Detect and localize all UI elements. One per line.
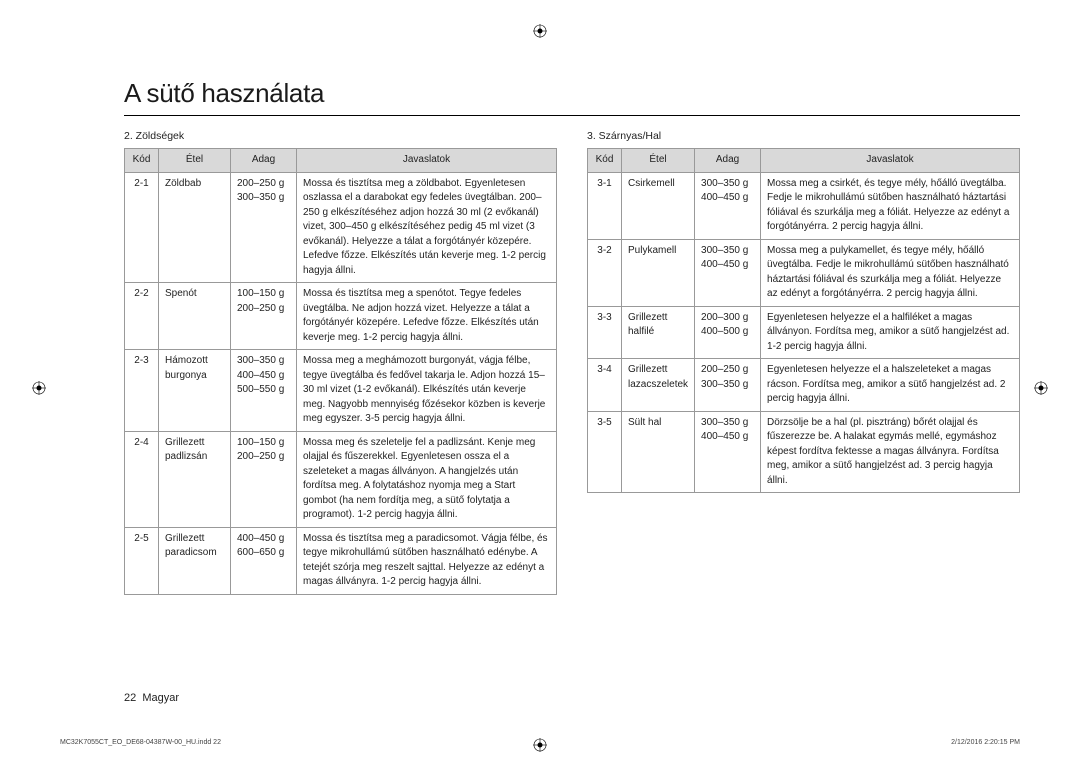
cell-etel: Zöldbab (159, 172, 231, 283)
cell-jav: Mossa meg a meghámozott burgonyát, vágja… (297, 350, 557, 432)
right-column: 3. Szárnyas/Hal Kód Étel Adag Javaslatok… (587, 130, 1020, 595)
cell-adag: 100–150 g 200–250 g (231, 431, 297, 527)
cell-kod: 2-2 (125, 283, 159, 350)
table-row: 2-4 Grillezett padlizsán 100–150 g 200–2… (125, 431, 557, 527)
cell-jav: Mossa meg a csirkét, és tegye mély, hőál… (761, 172, 1020, 239)
table-row: 2-3 Hámozott burgonya 300–350 g 400–450 … (125, 350, 557, 432)
footer: 22 Magyar (124, 692, 179, 704)
cell-adag: 400–450 g 600–650 g (231, 527, 297, 594)
col-jav: Javaslatok (761, 149, 1020, 173)
page-number: 22 (124, 692, 136, 704)
content-columns: 2. Zöldségek Kód Étel Adag Javaslatok 2-… (124, 130, 1020, 595)
table-header-row: Kód Étel Adag Javaslatok (125, 149, 557, 173)
cell-jav: Mossa és tisztítsa meg a paradicsomot. V… (297, 527, 557, 594)
table-row: 2-2 Spenót 100–150 g 200–250 g Mossa és … (125, 283, 557, 350)
cell-etel: Hámozott burgonya (159, 350, 231, 432)
cell-jav: Mossa és tisztítsa meg a zöldbabot. Egye… (297, 172, 557, 283)
cell-kod: 2-4 (125, 431, 159, 527)
col-adag: Adag (231, 149, 297, 173)
table-row: 3-1 Csirkemell 300–350 g 400–450 g Mossa… (588, 172, 1020, 239)
cell-adag: 300–350 g 400–450 g (695, 172, 761, 239)
col-kod: Kód (125, 149, 159, 173)
page-title: A sütő használata (124, 78, 1020, 109)
col-jav: Javaslatok (297, 149, 557, 173)
cell-etel: Grillezett halfilé (622, 306, 695, 359)
print-meta-right: 2/12/2016 2:20:15 PM (951, 739, 1020, 746)
table-row: 3-3 Grillezett halfilé 200–300 g 400–500… (588, 306, 1020, 359)
col-adag: Adag (695, 149, 761, 173)
cell-etel: Spenót (159, 283, 231, 350)
table-row: 3-4 Grillezett lazacszeletek 200–250 g 3… (588, 359, 1020, 412)
cell-etel: Grillezett paradicsom (159, 527, 231, 594)
col-etel: Étel (159, 149, 231, 173)
table-row: 2-1 Zöldbab 200–250 g 300–350 g Mossa és… (125, 172, 557, 283)
left-column: 2. Zöldségek Kód Étel Adag Javaslatok 2-… (124, 130, 557, 595)
registration-mark-icon (32, 381, 46, 395)
registration-mark-icon (533, 738, 547, 752)
col-etel: Étel (622, 149, 695, 173)
cell-kod: 2-5 (125, 527, 159, 594)
cell-adag: 200–300 g 400–500 g (695, 306, 761, 359)
cell-etel: Grillezett lazacszeletek (622, 359, 695, 412)
cell-jav: Egyenletesen helyezze el a halfiléket a … (761, 306, 1020, 359)
cell-etel: Pulykamell (622, 239, 695, 306)
cell-adag: 200–250 g 300–350 g (231, 172, 297, 283)
cell-kod: 3-3 (588, 306, 622, 359)
right-subheading: 3. Szárnyas/Hal (587, 130, 1020, 142)
cell-adag: 300–350 g 400–450 g 500–550 g (231, 350, 297, 432)
cell-etel: Csirkemell (622, 172, 695, 239)
cell-kod: 2-1 (125, 172, 159, 283)
cell-etel: Sült hal (622, 411, 695, 493)
cell-kod: 2-3 (125, 350, 159, 432)
cell-adag: 300–350 g 400–450 g (695, 411, 761, 493)
cell-jav: Mossa és tisztítsa meg a spenótot. Tegye… (297, 283, 557, 350)
cell-jav: Mossa meg a pulykamellet, és tegye mély,… (761, 239, 1020, 306)
footer-lang: Magyar (142, 692, 179, 704)
cell-adag: 100–150 g 200–250 g (231, 283, 297, 350)
cell-kod: 3-4 (588, 359, 622, 412)
title-rule (124, 115, 1020, 116)
cell-jav: Dörzsölje be a hal (pl. pisztráng) bőrét… (761, 411, 1020, 493)
cell-kod: 3-5 (588, 411, 622, 493)
left-table: Kód Étel Adag Javaslatok 2-1 Zöldbab 200… (124, 148, 557, 595)
cell-adag: 300–350 g 400–450 g (695, 239, 761, 306)
cell-kod: 3-1 (588, 172, 622, 239)
table-row: 2-5 Grillezett paradicsom 400–450 g 600–… (125, 527, 557, 594)
registration-mark-icon (533, 24, 547, 38)
cell-etel: Grillezett padlizsán (159, 431, 231, 527)
table-row: 3-2 Pulykamell 300–350 g 400–450 g Mossa… (588, 239, 1020, 306)
cell-jav: Mossa meg és szeletelje fel a padlizsánt… (297, 431, 557, 527)
cell-kod: 3-2 (588, 239, 622, 306)
table-row: 3-5 Sült hal 300–350 g 400–450 g Dörzsöl… (588, 411, 1020, 493)
right-table: Kód Étel Adag Javaslatok 3-1 Csirkemell … (587, 148, 1020, 493)
cell-jav: Egyenletesen helyezze el a halszeleteket… (761, 359, 1020, 412)
cell-adag: 200–250 g 300–350 g (695, 359, 761, 412)
registration-mark-icon (1034, 381, 1048, 395)
table-header-row: Kód Étel Adag Javaslatok (588, 149, 1020, 173)
left-subheading: 2. Zöldségek (124, 130, 557, 142)
print-meta-left: MC32K7055CT_EO_DE68-04387W-00_HU.indd 22 (60, 739, 221, 746)
col-kod: Kód (588, 149, 622, 173)
